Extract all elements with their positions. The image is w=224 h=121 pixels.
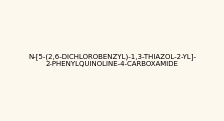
Text: N-[5-(2,6-DICHLOROBENZYL)-1,3-THIAZOL-2-YL]-
2-PHENYLQUINOLINE-4-CARBOXAMIDE: N-[5-(2,6-DICHLOROBENZYL)-1,3-THIAZOL-2-… bbox=[28, 54, 196, 67]
